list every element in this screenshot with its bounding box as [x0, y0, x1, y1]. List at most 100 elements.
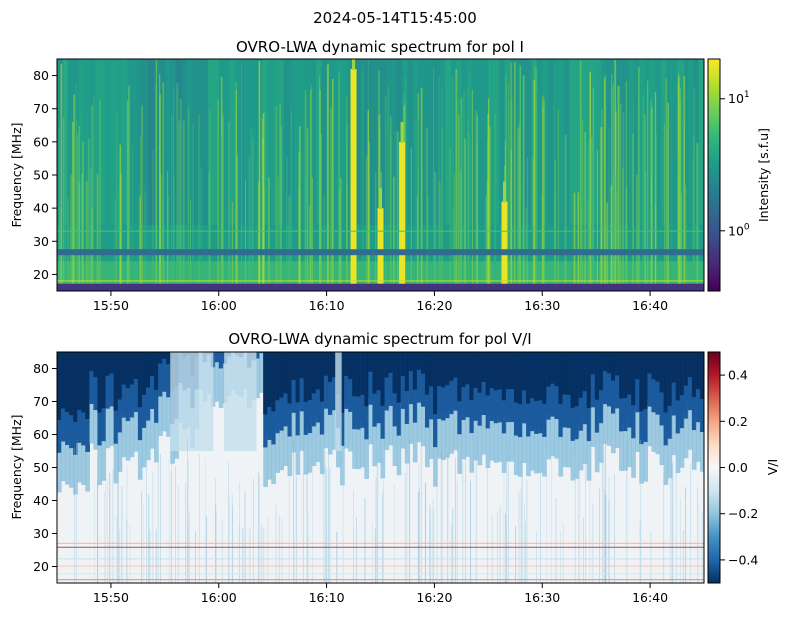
streak	[170, 472, 172, 583]
streak	[90, 168, 92, 291]
streak	[693, 87, 696, 291]
transition	[315, 415, 321, 463]
streak	[540, 438, 541, 583]
negative-core	[522, 352, 527, 391]
streak	[507, 441, 509, 583]
streak	[573, 192, 576, 291]
transition	[598, 416, 604, 463]
streak	[378, 70, 380, 291]
negative-core	[586, 352, 592, 409]
streak	[119, 175, 121, 291]
streak	[452, 207, 455, 291]
streak	[524, 521, 526, 583]
negative-core	[291, 352, 297, 380]
streak	[238, 525, 240, 583]
negative-core	[424, 352, 430, 395]
time-column	[687, 59, 695, 225]
negative-region	[162, 352, 167, 392]
negative-core	[647, 352, 653, 374]
x-tick-label: 16:40	[632, 298, 668, 313]
transition	[691, 423, 697, 470]
streak	[59, 207, 61, 291]
negative-core	[137, 352, 143, 408]
streak	[395, 131, 397, 291]
negative-core	[404, 352, 410, 391]
streak	[293, 440, 295, 583]
negative-core	[679, 352, 685, 396]
time-column	[353, 59, 360, 225]
x-axis-pol-vi: 15:50 16:00 16:10 16:20 16:30 16:40	[93, 583, 668, 605]
streak	[690, 463, 692, 583]
colorbar-tick-label: 0.2	[728, 414, 748, 429]
streak	[109, 490, 110, 583]
streak	[259, 476, 260, 583]
time-column	[504, 59, 511, 225]
time-column	[191, 59, 198, 225]
x-tick-label: 16:00	[201, 590, 237, 605]
transition	[388, 399, 394, 446]
negative-core	[408, 352, 414, 372]
time-column	[563, 59, 571, 225]
y-tick-label: 70	[33, 394, 49, 409]
negative-core	[283, 352, 289, 394]
transition	[299, 404, 305, 451]
figure-suptitle: 2024-05-14T15:45:00	[313, 9, 477, 27]
streak	[231, 201, 234, 291]
y-tick-label: 80	[33, 68, 49, 83]
transition	[117, 425, 123, 473]
streak	[384, 95, 387, 291]
transition	[65, 438, 70, 485]
streak	[454, 457, 456, 583]
time-column	[229, 59, 236, 225]
colorbar-label-pol-i: Intensity [s.f.u]	[756, 128, 771, 222]
transition	[586, 434, 592, 481]
streak	[155, 528, 157, 583]
transition	[327, 408, 333, 455]
time-column	[482, 59, 490, 225]
negative-core	[129, 352, 135, 385]
transition	[267, 433, 272, 480]
streak	[622, 167, 624, 291]
streak	[236, 89, 238, 291]
negative-region	[129, 352, 135, 418]
streak	[182, 120, 185, 291]
chart-title-pol-vi: OVRO-LWA dynamic spectrum for pol V/I	[228, 330, 531, 348]
negative-core	[695, 352, 701, 390]
streak	[308, 206, 311, 291]
streak	[278, 515, 280, 583]
negative-region	[259, 352, 264, 354]
streak	[534, 65, 536, 291]
streak	[187, 523, 189, 583]
streak	[144, 190, 146, 291]
negative-core	[469, 352, 475, 401]
streak	[72, 122, 74, 291]
negative-core	[473, 352, 479, 388]
streak	[304, 90, 307, 291]
streak	[310, 84, 313, 291]
streak	[519, 133, 520, 291]
time-column	[655, 59, 662, 225]
time-column	[294, 59, 301, 225]
streak	[404, 472, 406, 583]
streak	[268, 177, 270, 291]
streak	[543, 99, 545, 291]
negative-core	[619, 352, 624, 399]
negative-core	[606, 352, 612, 374]
negative-core	[65, 352, 70, 412]
transition	[113, 437, 119, 484]
streak	[81, 173, 83, 291]
streak	[458, 114, 460, 291]
streak	[171, 114, 173, 291]
streak	[564, 134, 567, 291]
streak	[475, 435, 477, 583]
transition	[420, 400, 426, 447]
time-column	[105, 59, 112, 225]
negative-core	[562, 352, 568, 395]
transition	[473, 414, 479, 461]
negative-core	[505, 352, 511, 390]
streak	[249, 527, 251, 583]
streak	[415, 115, 417, 291]
streak	[488, 126, 491, 291]
streak	[206, 516, 207, 583]
streak	[410, 147, 413, 291]
